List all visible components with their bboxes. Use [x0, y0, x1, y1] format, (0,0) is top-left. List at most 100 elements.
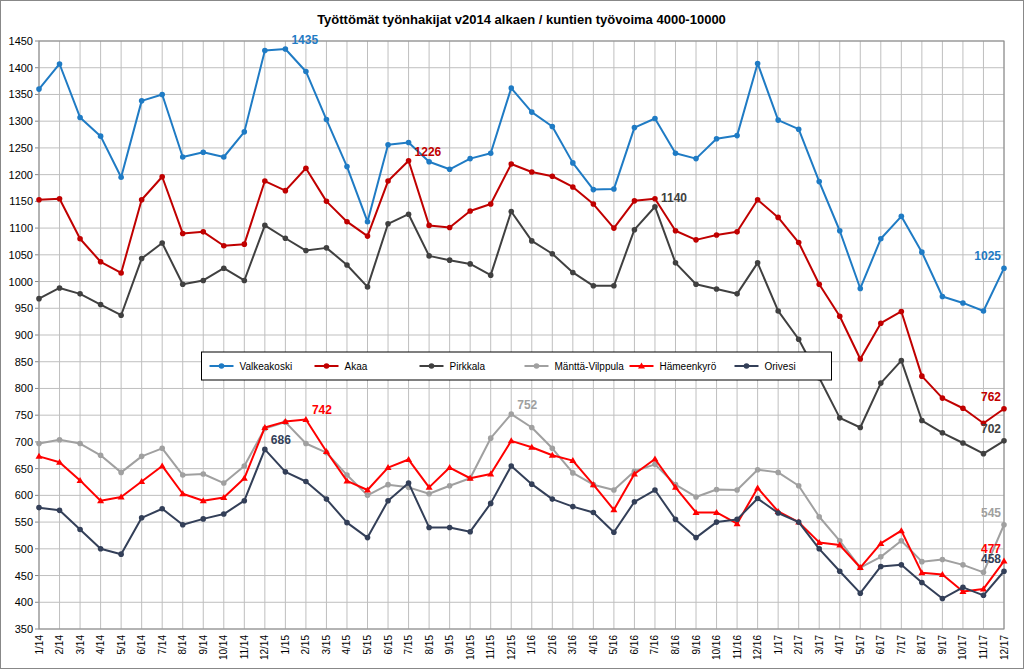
point	[364, 487, 371, 493]
x-tick-label: 9/15	[444, 635, 455, 655]
x-tick-label: 11/14	[239, 635, 250, 660]
x-tick-label: 12/16	[752, 635, 763, 660]
point	[529, 169, 535, 175]
point	[179, 490, 186, 496]
x-tick-label: 11/16	[732, 635, 743, 660]
grid-line-x	[511, 41, 512, 629]
point	[385, 221, 391, 227]
tick	[35, 67, 39, 68]
point	[77, 441, 83, 447]
y-tick-label: 1050	[9, 249, 33, 261]
x-tick-label: 12/15	[506, 635, 517, 660]
tick	[35, 335, 39, 336]
point	[467, 261, 473, 267]
tick	[35, 147, 39, 148]
point	[242, 498, 248, 504]
tick	[35, 575, 39, 576]
grid	[35, 41, 1004, 629]
x-tick-label: 5/17	[855, 635, 866, 655]
value-label: 545	[981, 506, 1001, 520]
point	[303, 165, 309, 171]
point	[36, 197, 42, 203]
point	[262, 223, 268, 229]
point	[221, 511, 227, 517]
point	[467, 156, 473, 162]
tick	[35, 281, 39, 282]
point	[755, 260, 761, 266]
point	[200, 471, 206, 477]
point	[508, 85, 514, 91]
point	[919, 559, 925, 565]
x-tick-label: 6/14	[136, 635, 147, 655]
point	[816, 546, 822, 552]
grid-line	[39, 441, 1004, 442]
point	[857, 564, 864, 570]
x-tick-label: 6/16	[629, 635, 640, 655]
title: Työttömät työnhakijat v2014 alkaen / kun…	[317, 12, 726, 27]
point	[652, 487, 658, 493]
grid-line-x	[223, 41, 224, 629]
point	[796, 483, 802, 489]
x-tick-label: 2/15	[300, 635, 311, 655]
tick	[35, 41, 39, 42]
y-tick-label: 400	[15, 596, 33, 608]
point	[200, 497, 207, 503]
point	[775, 215, 781, 221]
x-tick-label: 12/14	[259, 635, 270, 660]
x-tick-label: 5/15	[362, 635, 373, 655]
point	[878, 564, 884, 570]
value-label: 1226	[415, 145, 442, 159]
grid-line-x	[305, 41, 306, 629]
point	[98, 302, 104, 308]
y-tick-label: 450	[15, 570, 33, 582]
y-tick-label: 1350	[9, 88, 33, 100]
point	[180, 154, 186, 160]
x-tick-label: 4/16	[588, 635, 599, 655]
point	[508, 463, 514, 469]
grid-line-x	[675, 41, 676, 629]
x-tick-label: 5/14	[116, 635, 127, 655]
point	[56, 459, 63, 465]
series	[36, 204, 1007, 457]
point	[36, 505, 42, 511]
y-tick-label: 1100	[9, 222, 33, 234]
point	[673, 517, 679, 523]
point	[693, 494, 699, 500]
point	[57, 437, 63, 443]
point	[488, 201, 494, 207]
y-tick-label: 1150	[9, 195, 33, 207]
x-tick-label: 5/16	[608, 635, 619, 655]
point	[324, 117, 330, 123]
x-tick-label: 1/14	[34, 635, 45, 655]
point	[118, 270, 124, 276]
grid-line	[39, 67, 1004, 68]
point	[570, 504, 576, 510]
x-tick-label: 6/17	[875, 635, 886, 655]
point	[385, 178, 391, 184]
value-label: 762	[981, 390, 1001, 404]
x-tick-label: 9/16	[691, 635, 702, 655]
point	[323, 448, 330, 454]
point	[200, 149, 206, 155]
point	[816, 179, 822, 185]
series-line	[39, 419, 1004, 591]
point	[200, 278, 206, 284]
point	[714, 136, 720, 142]
tick	[35, 254, 39, 255]
tick	[35, 468, 39, 469]
point	[980, 585, 987, 591]
y-tick-label: 950	[15, 302, 33, 314]
point	[221, 243, 227, 249]
point	[118, 551, 124, 557]
legend-marker	[429, 363, 435, 369]
tick	[35, 94, 39, 95]
point	[324, 199, 330, 205]
point	[159, 240, 165, 246]
legend: ValkeakoskiAkaaPirkkalaMänttä-VilppulaHä…	[202, 352, 832, 380]
x-tick-label: 3/14	[75, 635, 86, 655]
point	[837, 415, 843, 421]
point	[570, 270, 576, 276]
point	[447, 225, 453, 231]
point	[960, 562, 966, 568]
point	[693, 156, 699, 162]
